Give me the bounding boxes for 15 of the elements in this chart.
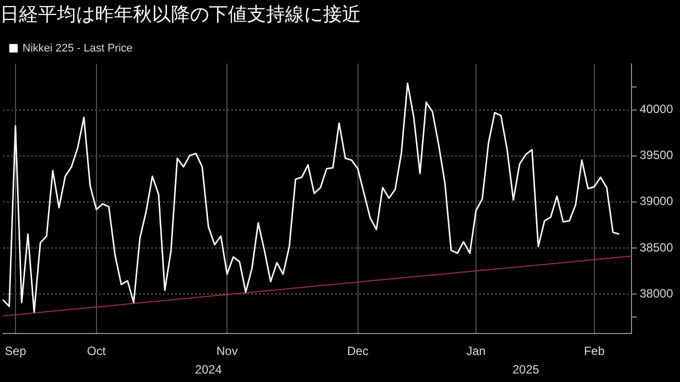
y-tick-label: 38500: [640, 240, 674, 254]
x-tick-label: Jan: [466, 344, 486, 358]
text: 2024: [195, 362, 222, 376]
y-tick-label: 40000: [640, 102, 674, 116]
y-tick-label: 38000: [640, 286, 674, 300]
y-tick-label: 39500: [640, 148, 674, 162]
legend-label: Nikkei 225 - Last Price: [22, 42, 133, 54]
x-tick-label: Nov: [216, 344, 238, 358]
x-tick-label: Sep: [4, 344, 26, 358]
y-tick-label: 39000: [640, 194, 674, 208]
text: 2025: [512, 362, 540, 376]
chart-title: 日経平均は昨年秋以降の下値支持線に接近: [0, 4, 361, 26]
x-tick-label: Feb: [584, 344, 605, 358]
x-tick-label: Oct: [87, 344, 106, 358]
x-tick-label: Dec: [347, 344, 368, 358]
